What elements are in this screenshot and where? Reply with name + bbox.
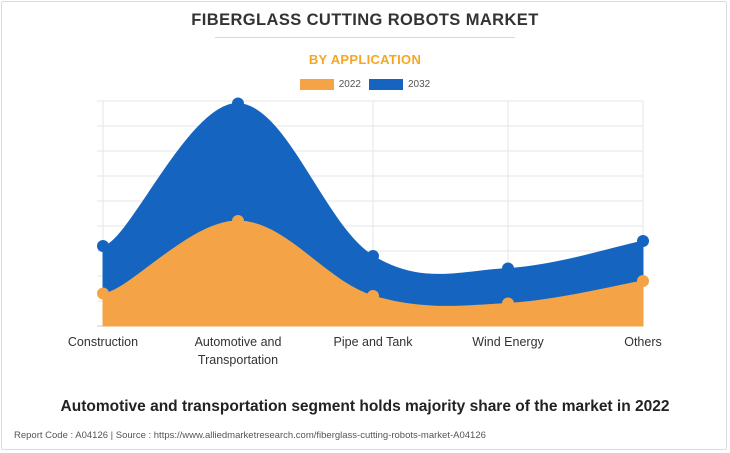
data-point-2022-3[interactable]	[502, 297, 514, 310]
legend-label-2032: 2032	[408, 79, 431, 90]
data-point-2032-1[interactable]	[232, 97, 244, 110]
legend-item-2032[interactable]: 2032	[369, 79, 430, 90]
x-tick-label: Wind Energy	[472, 335, 544, 349]
legend-label-2022: 2022	[338, 79, 361, 90]
data-point-2022-1[interactable]	[232, 215, 244, 227]
data-point-2032-4[interactable]	[637, 235, 649, 247]
data-point-2032-2[interactable]	[367, 250, 379, 262]
chart-title: FIBERGLASS CUTTING ROBOTS MARKET	[191, 11, 539, 29]
chart-subtitle: BY APPLICATION	[308, 52, 422, 67]
data-point-2032-3[interactable]	[502, 262, 514, 275]
data-points	[97, 97, 649, 310]
footer-headline: Automotive and transportation segment ho…	[60, 398, 670, 415]
legend-swatch-2022	[299, 79, 334, 90]
x-tick-label: Automotive and	[195, 335, 282, 349]
data-point-2022-4[interactable]	[637, 275, 649, 287]
legend: 2022 2032	[0, 79, 730, 90]
x-tick-label: Pipe and Tank	[334, 335, 414, 349]
x-axis-tick-labels: Construction Automotive and Transportation…	[68, 335, 662, 367]
data-point-2032-0[interactable]	[97, 240, 109, 252]
footer-source: Report Code : A04126 | Source : https://…	[14, 430, 486, 441]
x-tick-label: Construction	[68, 335, 138, 349]
legend-swatch-2032	[369, 79, 403, 90]
x-tick-label: Transportation	[198, 353, 278, 367]
x-tick-label: Others	[624, 335, 662, 349]
title-divider	[215, 37, 515, 38]
data-point-2022-2[interactable]	[367, 290, 379, 302]
legend-item-2022[interactable]: 2022	[299, 79, 361, 90]
data-point-2022-0[interactable]	[97, 287, 109, 300]
